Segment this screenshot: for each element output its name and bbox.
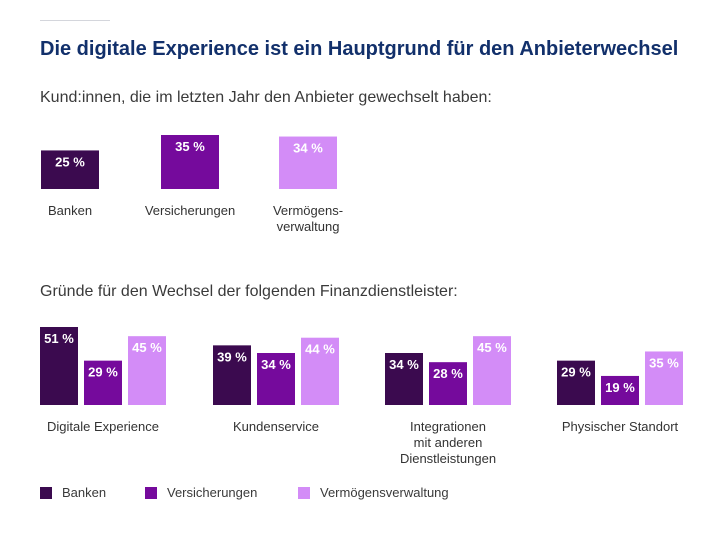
category-label-vermoegens-verwaltung: Vermögens-verwaltung	[273, 203, 343, 234]
bar-integrationen-mit-anderen-dienstleistungen-vermoegensverwaltung	[473, 336, 511, 405]
chart1-subtitle: Kund:innen, die im letzten Jahr den Anbi…	[40, 89, 492, 106]
legend-swatch-versicherungen	[145, 486, 157, 499]
bar-vermoegens-verwaltung	[279, 136, 337, 189]
value-label-kundenservice-banken: 39 %	[217, 349, 247, 364]
value-label-physischer-standort-versicherungen: 19 %	[605, 380, 635, 395]
legend-item-banken: Banken	[40, 485, 106, 500]
value-label-physischer-standort-vermoegensverwaltung: 35 %	[649, 355, 679, 370]
bar-digitale-experience-vermoegensverwaltung	[128, 336, 166, 405]
legend-swatch-vermoegensverwaltung	[298, 486, 310, 499]
category-label-physischer-standort: Physischer Standort	[562, 419, 679, 434]
category-label-integrationen-mit-anderen-dienstleistungen: Integrationen mit anderen Dienstleistungen	[400, 419, 496, 466]
legend-item-vermoegensverwaltung: Vermögensverwaltung	[298, 485, 449, 500]
bar-digitale-experience-banken	[40, 327, 78, 405]
bar-integrationen-mit-anderen-dienstleistungen-versicherungen	[429, 362, 467, 405]
bar-versicherungen	[161, 135, 219, 189]
bar-kundenservice-vermoegensverwaltung	[301, 337, 339, 405]
legend: Banken Versicherungen Vermögensverwaltun…	[40, 485, 700, 503]
bar-integrationen-mit-anderen-dienstleistungen-banken	[385, 353, 423, 405]
bar-kundenservice-versicherungen	[257, 353, 295, 405]
category-label-versicherungen: Versicherungen	[145, 203, 235, 218]
legend-label-banken: Banken	[62, 485, 107, 500]
top-rule	[40, 20, 110, 21]
chart2-subtitle: Gründe für den Wechsel der folgenden Fin…	[40, 283, 458, 300]
page-title: Die digitale Experience ist ein Hauptgru…	[40, 38, 679, 60]
bar-physischer-standort-versicherungen	[601, 375, 639, 405]
bar-kundenservice-banken	[213, 345, 251, 405]
value-label-digitale-experience-versicherungen: 29 %	[88, 365, 118, 380]
value-label-physischer-standort-banken: 29 %	[561, 365, 591, 380]
value-label-integrationen-mit-anderen-dienstleistungen-versicherungen: 28 %	[433, 366, 463, 381]
value-label-integrationen-mit-anderen-dienstleistungen-banken: 34 %	[389, 357, 419, 372]
value-label-integrationen-mit-anderen-dienstleistungen-vermoegensverwaltung: 45 %	[477, 340, 507, 355]
category-label-digitale-experience: Digitale Experience	[47, 419, 159, 434]
bar-banken	[41, 150, 99, 189]
bar-physischer-standort-vermoegensverwaltung	[645, 351, 683, 405]
category-label-banken: Banken	[48, 203, 92, 218]
category-label-kundenservice: Kundenservice	[233, 419, 319, 434]
value-label-banken: 25 %	[55, 154, 85, 169]
value-label-digitale-experience-banken: 51 %	[44, 331, 74, 346]
bar-physischer-standort-banken	[557, 360, 595, 405]
legend-swatch-banken	[40, 486, 52, 499]
value-label-digitale-experience-vermoegensverwaltung: 45 %	[132, 340, 162, 355]
value-label-kundenservice-vermoegensverwaltung: 44 %	[305, 342, 335, 357]
legend-label-versicherungen: Versicherungen	[167, 485, 258, 500]
value-label-vermoegens-verwaltung: 34 %	[293, 141, 323, 156]
legend-label-vermoegensverwaltung: Vermögensverwaltung	[320, 485, 449, 500]
bar-digitale-experience-versicherungen	[84, 360, 122, 405]
value-label-versicherungen: 35 %	[175, 139, 205, 154]
legend-item-versicherungen: Versicherungen	[145, 485, 257, 500]
value-label-kundenservice-versicherungen: 34 %	[261, 357, 291, 372]
